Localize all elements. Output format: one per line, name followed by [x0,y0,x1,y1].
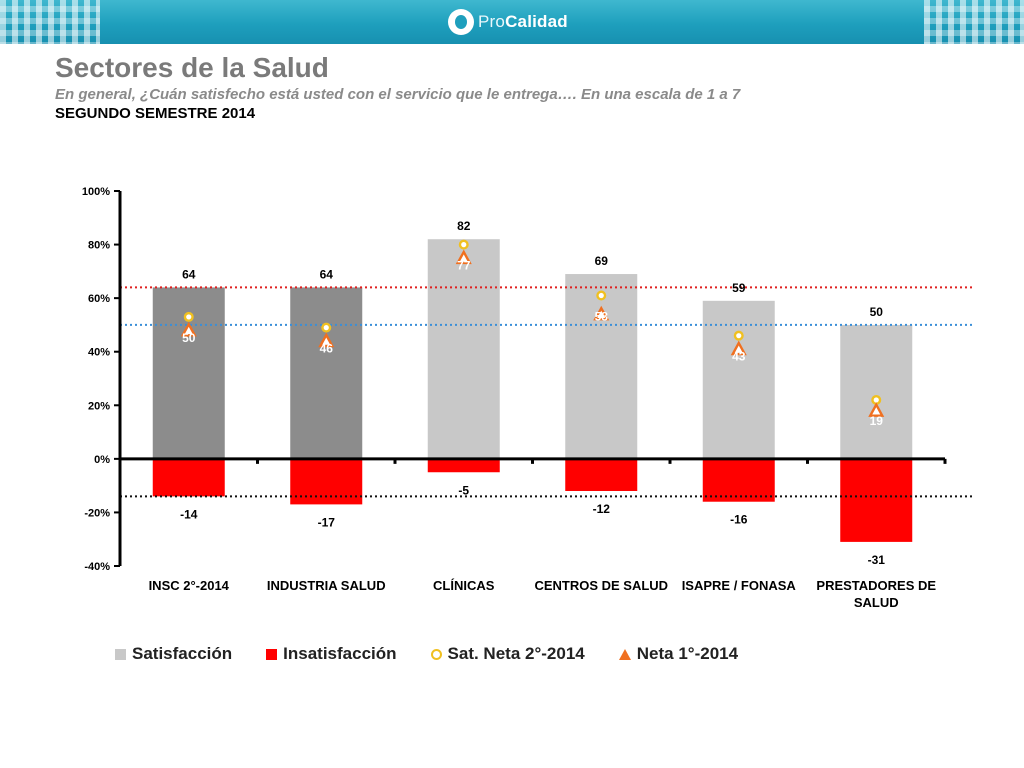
legend-item-insatisfaccion: Insatisfacción [266,644,397,664]
neta1-marker [180,321,197,337]
dissatisfaction-bar [840,458,913,542]
title-block: Sectores de la Salud En general, ¿Cuán s… [55,52,740,122]
x-category-label: INSC 2°-2014 [149,578,230,593]
dissatisfaction-value-label: -31 [868,553,886,567]
neta2-marker [596,290,607,301]
x-category-label: CENTROS DE SALUD [534,578,668,593]
procalidad-logo: ProCalidad [448,6,568,38]
legend-label-neta1: Neta 1°-2014 [636,644,739,663]
neta1-marker [318,332,335,348]
satisfaction-bar [702,300,775,459]
dissatisfaction-bar [152,458,225,497]
satisfaction-bar [840,324,913,459]
legend-label-neta2: Sat. Neta 2°-2014 [447,644,585,663]
neta2-marker [321,322,332,333]
legend-swatch-insatisfaccion [266,648,278,660]
dissatisfaction-value-label: -5 [458,483,469,497]
net-value-label: 58 [595,310,609,324]
neta2-marker [458,239,469,250]
dissatisfaction-value-label: -16 [730,513,748,527]
satisfaction-bar [290,287,363,459]
legend-label-insatisfaccion: Insatisfacción [283,644,397,663]
satisfaction-value-label: 50 [870,305,884,319]
circle-marker-icon [430,648,442,660]
dissatisfaction-bar [565,458,638,491]
page-title: Sectores de la Salud [55,52,329,83]
neta1-marker [868,402,885,417]
net-value-label: 46 [320,342,334,356]
legend-swatch-satisfaccion [115,648,126,660]
chart: -40% -20% 0% 20% 40% 60% 80% 100% 64 -14 50 64 -17 46… [82,186,975,610]
satisfaction-value-label: 82 [457,219,471,233]
dissatisfaction-value-label: -17 [318,515,336,529]
question-subtitle: En general, ¿Cuán satisfecho está usted … [55,86,741,103]
dissatisfaction-value-label: -12 [593,502,611,516]
y-tick-label: 100% [82,186,110,198]
dissatisfaction-bar [702,458,775,502]
period-label: SEGUNDO SEMESTRE 2014 [55,105,256,122]
logo-text: ProCalidad [478,12,568,31]
logo-icon [448,9,474,35]
neta2-marker [733,330,744,341]
satisfaction-value-label: 64 [182,267,196,281]
satisfaction-bar [565,274,638,459]
y-tick-label: 60% [88,293,110,305]
dissatisfaction-bar [427,458,500,473]
y-tick-label: 20% [88,400,110,412]
dissatisfaction-value-label: -14 [180,507,198,521]
y-tick-label: 80% [88,240,110,252]
x-category-label: ISAPRE / FONASA [682,578,797,593]
legend-item-neta1: Neta 1°-2014 [618,644,739,664]
legend-item-neta2: Sat. Neta 2°-2014 [430,644,585,664]
legend: Satisfacción Insatisfacción Sat. Neta 2°… [115,644,738,664]
y-tick-label: 0% [94,454,110,466]
neta1-marker [730,340,747,356]
net-value-label: 43 [732,350,746,364]
legend-item-satisfaccion: Satisfacción [115,644,232,664]
net-value-label: 19 [870,414,884,428]
legend-label-satisfaccion: Satisfacción [132,644,233,663]
y-tick-label: -40% [84,561,110,573]
satisfaction-value-label: 59 [732,281,746,295]
satisfaction-bar [427,239,500,459]
satisfaction-value-label: 69 [595,254,609,268]
header-banner: ProCalidad [0,0,1024,44]
banner-mosaic-left [0,0,100,44]
y-tick-label: 40% [88,347,110,359]
satisfaction-value-label: 64 [320,267,334,281]
neta1-marker [455,249,472,265]
neta1-marker [593,305,610,321]
x-category-label: CLÍNICAS [433,578,495,593]
net-value-label: 77 [457,259,471,273]
net-value-label: 50 [182,331,196,345]
y-tick-label: -20% [84,507,110,519]
x-category-label: INDUSTRIA SALUD [267,578,386,593]
banner-mosaic-right [924,0,1024,44]
x-category-label: PRESTADORES DE SALUD [816,578,936,610]
neta2-marker [183,311,194,322]
dissatisfaction-bar [290,458,363,505]
triangle-marker-icon [618,648,631,660]
